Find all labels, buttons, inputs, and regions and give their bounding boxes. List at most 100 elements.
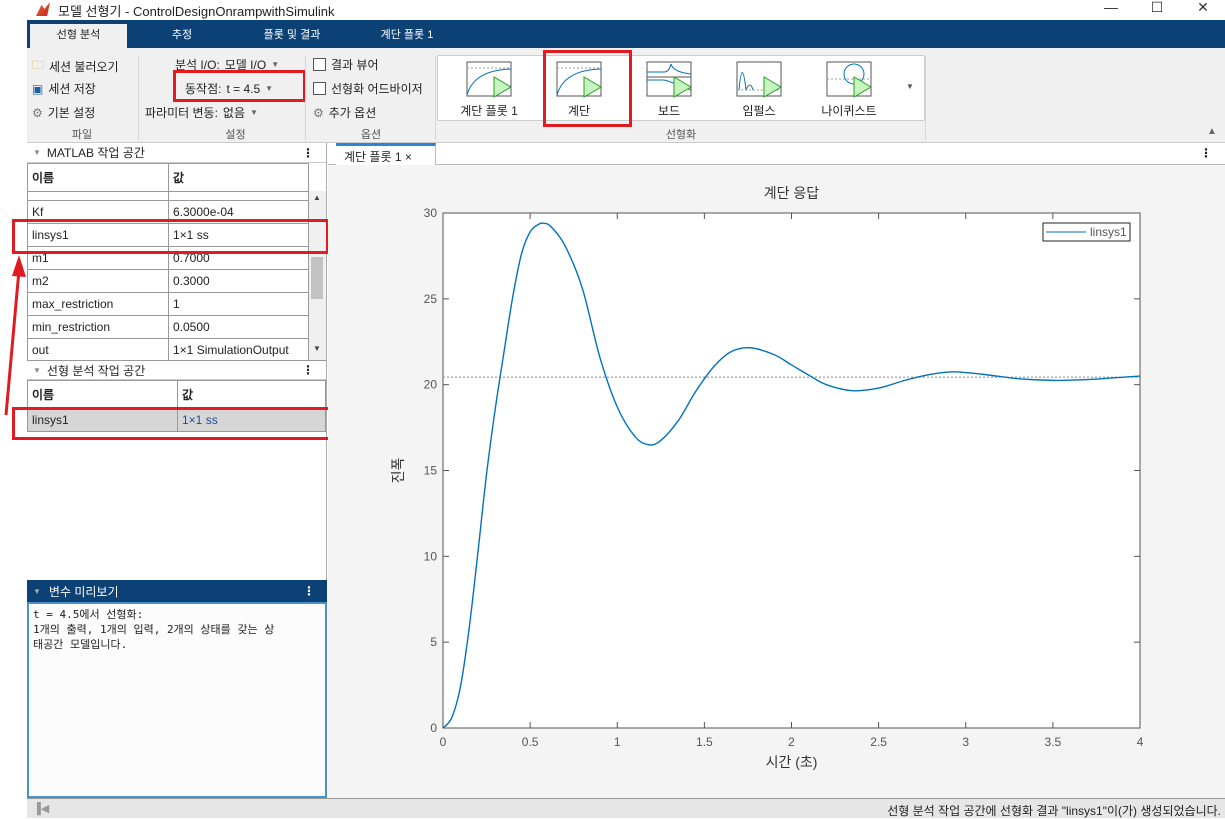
ribbon-toolbar: 🗀 세션 불러오기 ▣ 세션 저장 ⚙ 기본 설정 파일 분석 I/O: 모델 I/O ▼… <box>27 48 1225 143</box>
nyquist-icon <box>826 61 872 98</box>
minimize-button[interactable]: — <box>1104 0 1118 15</box>
divider <box>435 56 436 140</box>
checkbox[interactable] <box>313 82 326 95</box>
tab-plots-results[interactable]: 플롯 및 결과 <box>263 29 321 41</box>
cell-name[interactable]: m2 <box>27 269 169 293</box>
step-icon <box>556 61 602 98</box>
annotation-arrow <box>4 255 26 416</box>
table-row[interactable]: Kf 6.3000e-04 <box>27 200 309 224</box>
analysis-io-dropdown[interactable]: 분석 I/O: 모델 I/O ▼ <box>175 58 280 72</box>
more-options-button[interactable]: ⚙ 추가 옵션 <box>313 105 377 121</box>
load-session-button[interactable]: 🗀 세션 불러오기 <box>32 56 119 77</box>
gallery-expand-icon[interactable]: ▼ <box>906 82 914 91</box>
cell-value[interactable]: 1×1 SimulationOutput <box>168 338 309 360</box>
close-button[interactable]: ✕ <box>1197 0 1209 15</box>
x-tick-label: 2.5 <box>870 735 887 749</box>
legend-label: linsys1 <box>1090 225 1127 239</box>
cell-name[interactable]: m1 <box>27 246 169 270</box>
matlab-workspace-header: ▼ MATLAB 작업 공간 ⋮ <box>27 143 326 163</box>
table-row[interactable]: linsys1 1×1 ss <box>27 223 309 247</box>
more-options-icon[interactable]: ⋮ <box>1200 146 1212 160</box>
table-row[interactable]: max_restriction 1 <box>27 292 309 316</box>
plot-pane: 계단 플롯 1 × ⋮ 계단 응답 시간 (초) 진폭 0 0.5 1 1.5 2 2.5 3 3.… <box>328 143 1225 798</box>
linearization-advisor-checkbox[interactable]: 선형화 어드바이저 <box>313 80 423 97</box>
y-tick-label: 25 <box>424 292 438 306</box>
x-tick-label: 1.5 <box>696 735 713 749</box>
maximize-button[interactable]: ☐ <box>1150 0 1164 15</box>
chart-title: 계단 응답 <box>764 185 820 201</box>
save-session-button[interactable]: ▣ 세션 저장 <box>32 81 96 97</box>
linear-workspace-header: ▼ 선형 분석 작업 공간 ⋮ <box>27 360 326 380</box>
x-tick-label: 4 <box>1137 735 1144 749</box>
collapse-icon[interactable]: ▼ <box>33 586 41 596</box>
chevron-down-icon: ▼ <box>271 60 280 69</box>
x-tick-label: 1 <box>614 735 621 749</box>
more-options-icon[interactable]: ⋮ <box>302 145 314 160</box>
y-tick-label: 0 <box>430 721 437 735</box>
section-file-label: 파일 <box>71 129 93 141</box>
cell-name[interactable]: max_restriction <box>27 292 169 316</box>
folder-icon: 🗀 <box>32 58 45 72</box>
tab-linear-analysis[interactable]: 선형 분석 <box>30 24 127 48</box>
cell-name[interactable]: Kf <box>27 200 169 224</box>
left-panel: ▼ MATLAB 작업 공간 ⋮ 이름 값 Kf 6.3000e-04 linsys1 1×… <box>27 143 327 798</box>
scrollbar[interactable]: ▲ ▼ <box>309 191 326 360</box>
section-options-label: 옵션 <box>360 129 382 141</box>
table-row[interactable]: min_restriction 0.0500 <box>27 315 309 339</box>
scroll-up-icon[interactable]: ▲ <box>313 193 321 202</box>
more-options-icon[interactable]: ⋮ <box>303 584 315 598</box>
operating-point-dropdown[interactable]: 동작점: t = 4.5 ▼ <box>185 81 274 97</box>
matlab-workspace-table: 이름 값 Kf 6.3000e-04 linsys1 1×1 ss m1 0.7000 m2 0… <box>27 163 326 360</box>
panel-collapse-icon[interactable]: ▐◀ <box>33 803 50 815</box>
cell-name[interactable]: linsys1 <box>27 223 169 247</box>
divider <box>138 56 139 140</box>
y-tick-label: 20 <box>424 378 438 392</box>
preferences-button[interactable]: ⚙ 기본 설정 <box>32 105 96 121</box>
more-options-icon[interactable]: ⋮ <box>302 363 314 377</box>
step-button[interactable]: 계단 <box>536 56 622 122</box>
cell-value[interactable]: 1 <box>168 292 309 316</box>
divider <box>925 56 926 140</box>
scrollbar-thumb[interactable] <box>311 257 323 299</box>
checkbox[interactable] <box>313 58 326 71</box>
tab-estimation[interactable]: 추정 <box>171 29 193 41</box>
collapse-icon[interactable]: ▼ <box>33 365 41 375</box>
tab-step-plot-1[interactable]: 계단 플롯 1 <box>380 29 434 41</box>
bode-button[interactable]: 보드 <box>626 56 712 122</box>
cell-value[interactable]: 0.7000 <box>168 246 309 270</box>
impulse-button[interactable]: 임펄스 <box>716 56 802 122</box>
column-header-value[interactable]: 값 <box>168 163 309 192</box>
column-header-value[interactable]: 값 <box>177 380 326 409</box>
step-plot-1-button[interactable]: 계단 플롯 1 <box>446 56 532 122</box>
cell-name[interactable]: out <box>27 338 169 360</box>
table-row[interactable]: m1 0.7000 <box>27 246 309 270</box>
variable-preview-header: ▼ 변수 미리보기 ⋮ <box>27 580 327 602</box>
gear-icon: ⚙ <box>32 105 43 120</box>
cell-value[interactable]: 6.3000e-04 <box>168 200 309 224</box>
cell-value[interactable]: 0.3000 <box>168 269 309 293</box>
close-tab-icon[interactable]: × <box>404 150 412 164</box>
table-row[interactable]: out 1×1 SimulationOutput <box>27 338 309 360</box>
parameter-variation-dropdown[interactable]: 파라미터 변동: 없음 ▼ <box>145 106 258 120</box>
table-row[interactable]: linsys1 1×1 ss <box>27 408 326 432</box>
cell-value[interactable]: 1×1 ss <box>168 223 309 247</box>
ribbon-tabs: 선형 분석 추정 플롯 및 결과 계단 플롯 1 <box>27 20 1225 48</box>
table-row[interactable]: m2 0.3000 <box>27 269 309 293</box>
document-tabs: 계단 플롯 1 × ⋮ <box>328 143 1225 165</box>
variable-preview-text: t = 4.5에서 선형화: 1개의 출력, 1개의 입력, 2개의 상태를 갖는… <box>27 602 327 798</box>
result-viewer-checkbox[interactable]: 결과 뷰어 <box>313 56 379 73</box>
collapse-icon[interactable]: ▼ <box>33 148 41 157</box>
tab-step-plot-1-doc[interactable]: 계단 플롯 1 × <box>336 143 436 165</box>
scroll-down-icon[interactable]: ▼ <box>313 344 321 353</box>
column-header-name[interactable]: 이름 <box>27 380 178 409</box>
collapse-ribbon-icon[interactable]: ▲ <box>1207 126 1217 137</box>
x-tick-label: 0 <box>440 735 447 749</box>
nyquist-button[interactable]: 나이퀴스트 <box>806 56 892 122</box>
cell-name[interactable]: min_restriction <box>27 315 169 339</box>
window-title: 모델 선형기 - ControlDesignOnrampwithSimulink <box>58 4 335 19</box>
status-message: 선형 분석 작업 공간에 선형화 결과 "linsys1"이(가) 생성되었습니… <box>887 804 1221 818</box>
title-bar: 모델 선형기 - ControlDesignOnrampwithSimulink… <box>0 0 1225 20</box>
column-header-name[interactable]: 이름 <box>27 163 169 192</box>
cell-value[interactable]: 0.0500 <box>168 315 309 339</box>
